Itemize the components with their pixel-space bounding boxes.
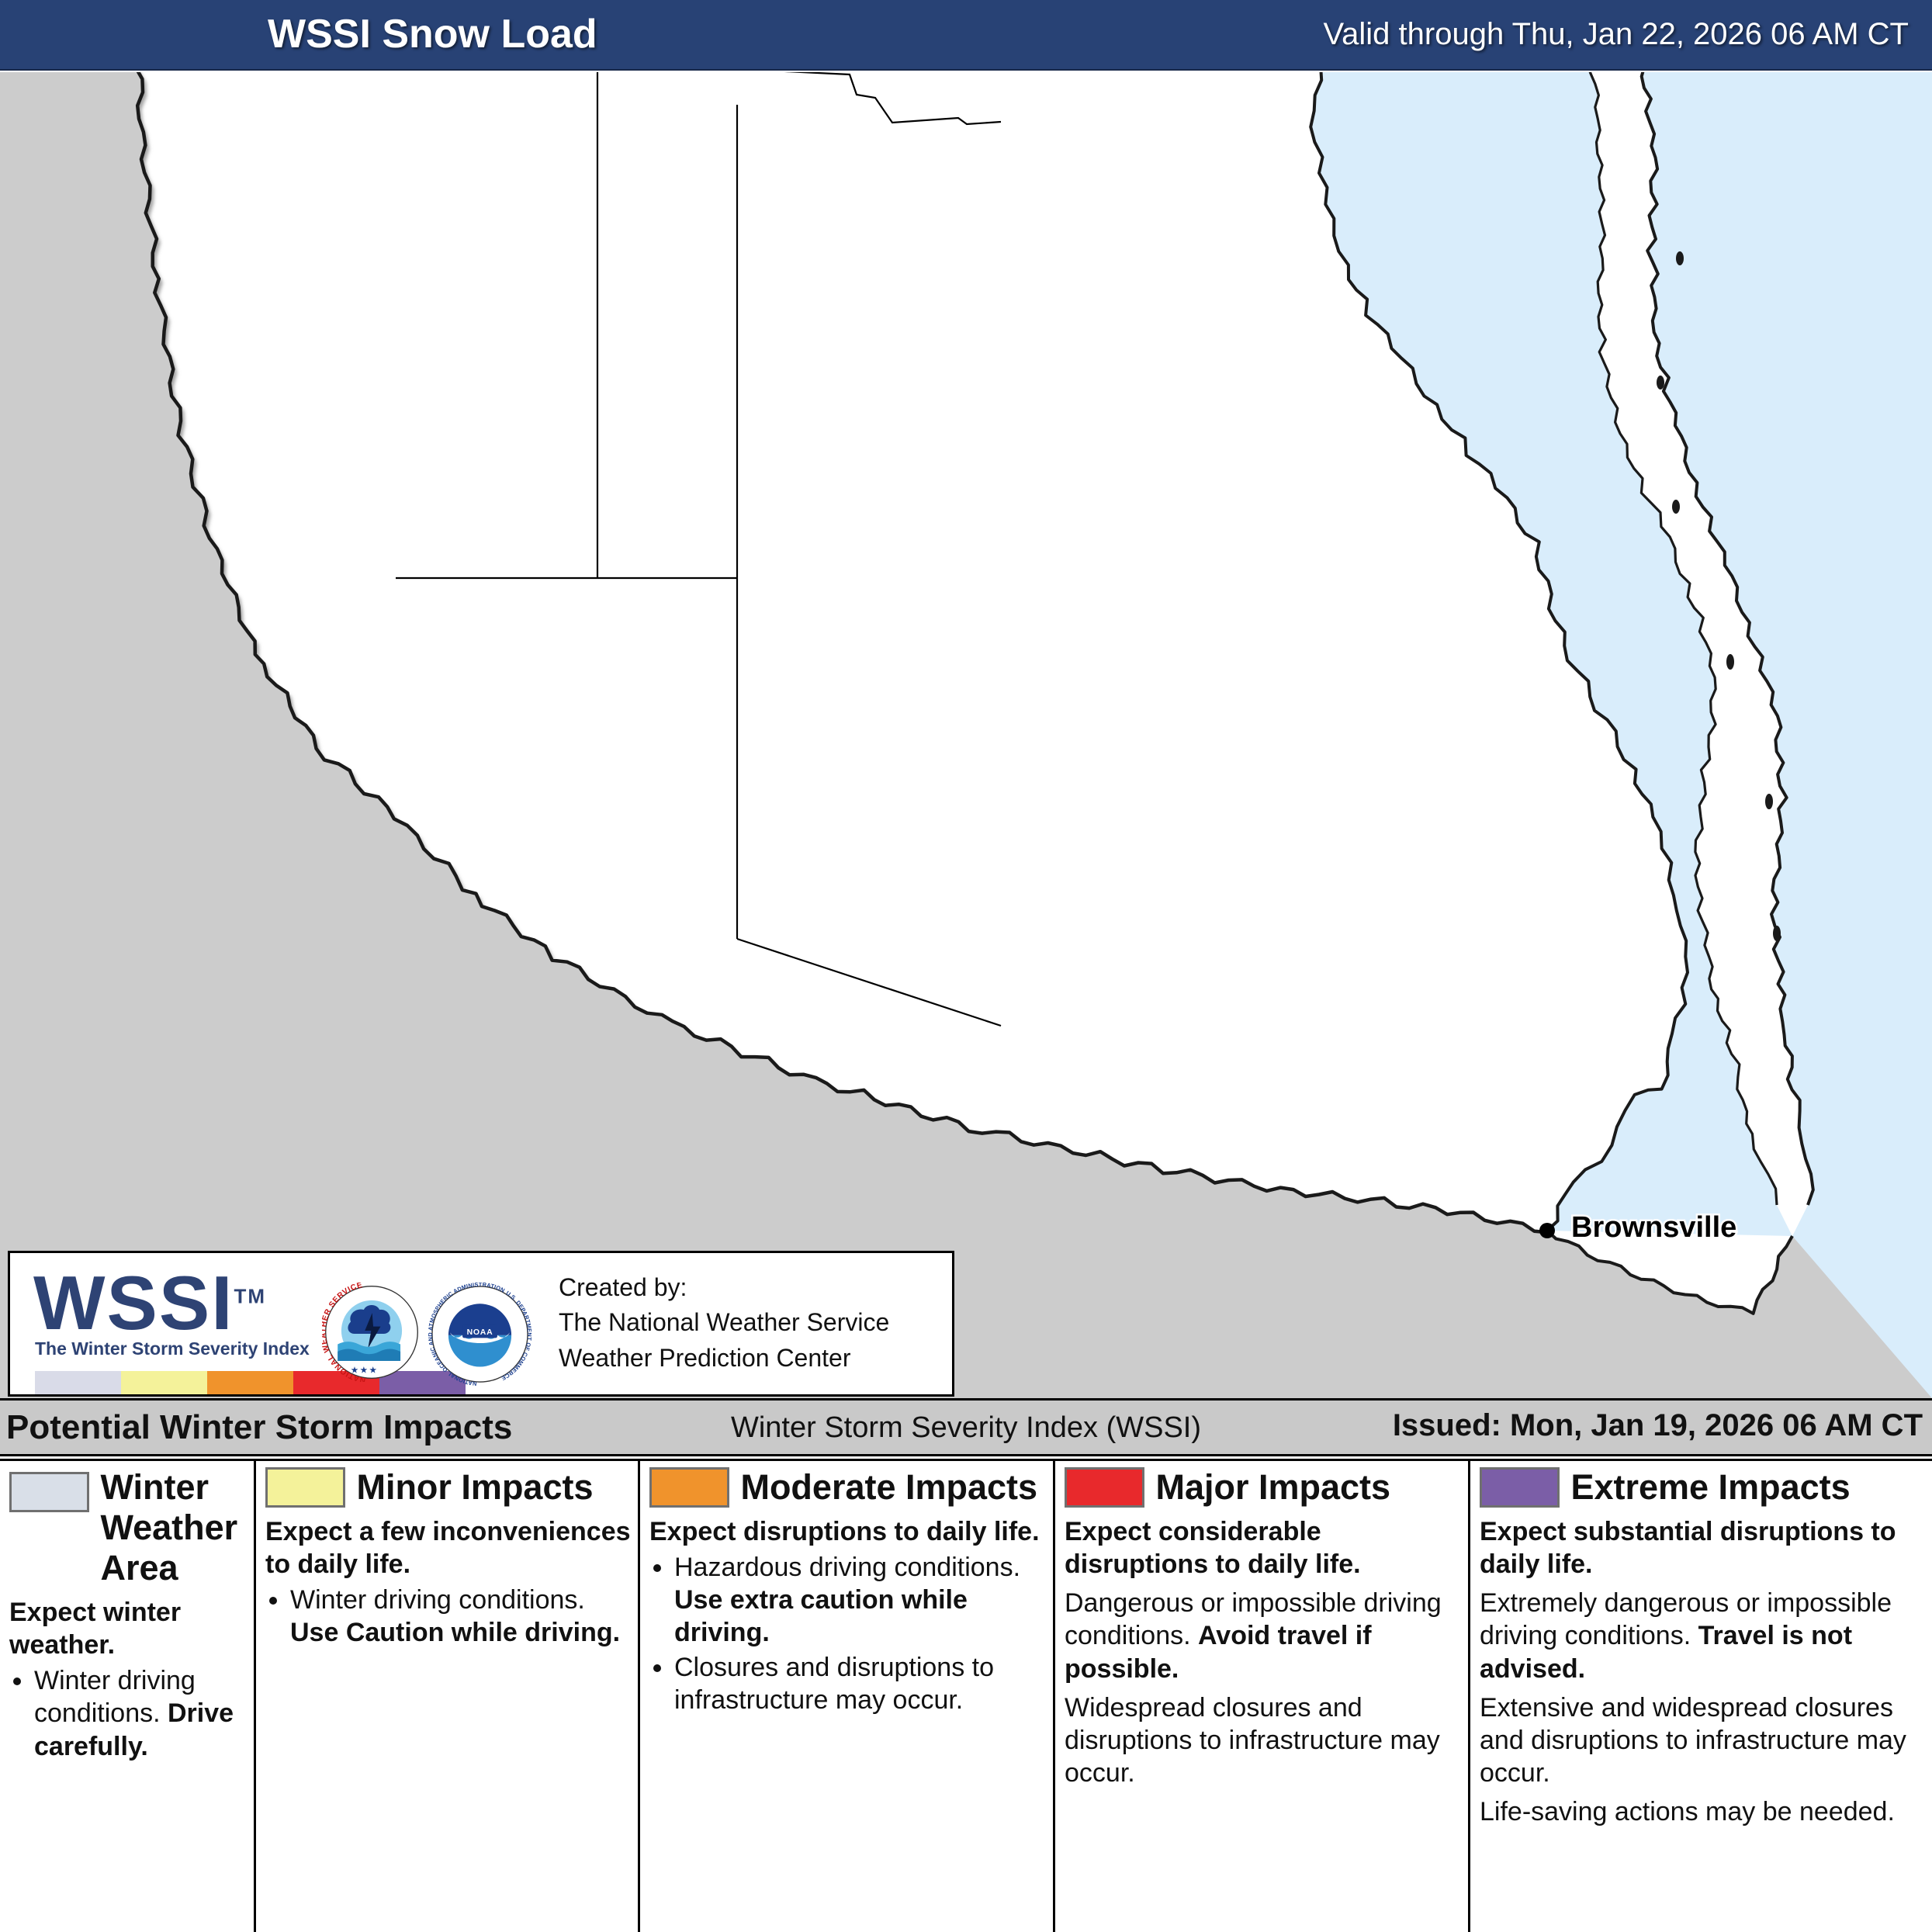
svg-text:★ ★ ★: ★ ★ ★	[351, 1366, 377, 1375]
svg-text:NOAA: NOAA	[467, 1328, 493, 1337]
